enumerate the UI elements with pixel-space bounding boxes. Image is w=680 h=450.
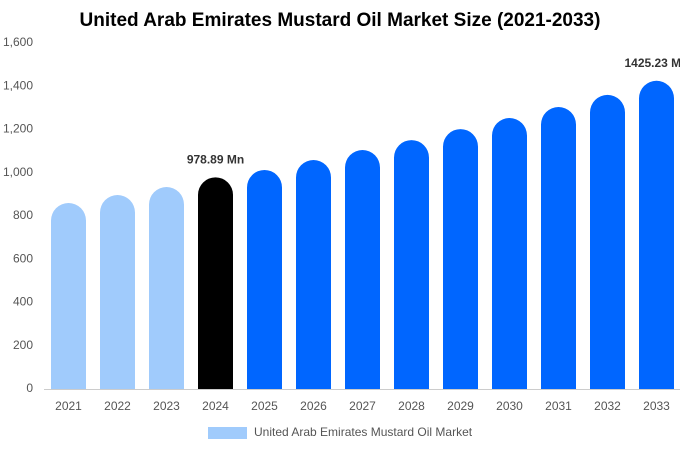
x-tick-label: 2023 <box>153 399 180 413</box>
bar <box>443 129 478 389</box>
x-tick-label: 2032 <box>594 399 621 413</box>
bar <box>247 169 282 389</box>
bar <box>100 195 135 389</box>
bar <box>149 187 184 389</box>
x-tick-label: 2031 <box>545 399 572 413</box>
y-tick-label: 1,400 <box>3 78 33 92</box>
y-tick-label: 1,000 <box>3 165 33 179</box>
x-tick-label: 2028 <box>398 399 425 413</box>
x-tick-label: 2022 <box>104 399 131 413</box>
y-tick-label: 600 <box>13 251 33 265</box>
y-tick-label: 800 <box>13 208 33 222</box>
chart-title: United Arab Emirates Mustard Oil Market … <box>80 10 601 31</box>
bar <box>198 177 233 389</box>
bar <box>51 203 86 389</box>
y-tick-label: 200 <box>13 338 33 352</box>
bar <box>639 80 674 390</box>
x-tick-label: 2026 <box>300 399 327 413</box>
legend-swatch <box>208 427 247 439</box>
bar <box>296 159 331 389</box>
x-tick-label: 2025 <box>251 399 278 413</box>
x-tick-label: 2029 <box>447 399 474 413</box>
x-tick-label: 2021 <box>55 399 82 413</box>
bar <box>590 94 625 390</box>
x-tick-label: 2027 <box>349 399 376 413</box>
y-tick-label: 1,200 <box>3 122 33 136</box>
y-tick-label: 400 <box>13 295 33 309</box>
data-label: 1425.23 Mn <box>624 56 680 70</box>
bar <box>345 150 380 389</box>
bar <box>492 118 527 389</box>
x-tick-label: 2033 <box>643 399 670 413</box>
x-tick-label: 2024 <box>202 399 229 413</box>
bar <box>394 140 429 389</box>
y-tick-label: 1,600 <box>3 35 33 49</box>
y-tick-label: 0 <box>26 381 33 395</box>
x-tick-label: 2030 <box>496 399 523 413</box>
data-label: 978.89 Mn <box>187 152 244 166</box>
legend-label: United Arab Emirates Mustard Oil Market <box>254 425 473 439</box>
bar <box>541 107 576 389</box>
